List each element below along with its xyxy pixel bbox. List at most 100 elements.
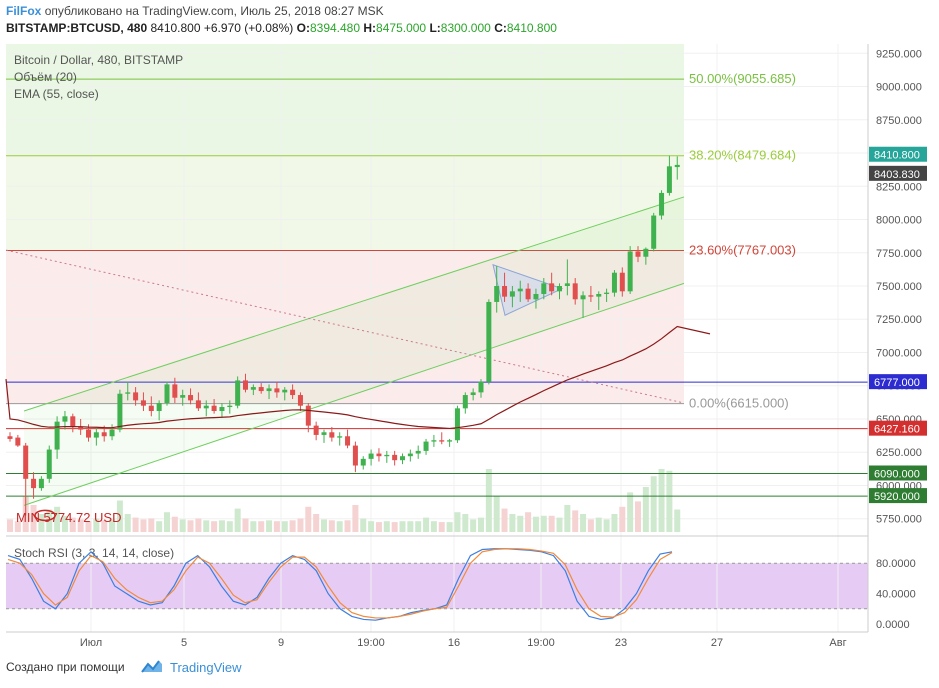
ohlc-line: BITSTAMP:BTCUSD, 480 8410.800 +6.970 (+0…: [6, 21, 557, 35]
volume-bar: [423, 517, 430, 532]
candle-body: [541, 283, 547, 294]
close-value: 8410.800: [506, 21, 557, 35]
candle-body: [392, 454, 398, 461]
volume-bar: [642, 487, 649, 532]
volume-bar: [156, 521, 163, 532]
volume-bar: [532, 516, 539, 532]
chart-header: FilFox опубликовано на TradingView.com, …: [0, 0, 939, 44]
trend-line: [5, 249, 685, 404]
candle-body: [407, 453, 413, 457]
candle-body: [117, 393, 123, 430]
candle-body: [195, 400, 201, 409]
volume-bar: [587, 519, 594, 532]
candle-body: [38, 478, 44, 489]
candle-body: [659, 192, 665, 216]
candle-body: [188, 395, 194, 401]
volume-bar: [430, 521, 437, 532]
volume-bar: [368, 521, 375, 532]
candle-body: [172, 384, 178, 398]
volume-bar: [556, 517, 563, 532]
hline-tag-bg: [869, 488, 927, 504]
candle-body: [203, 405, 209, 409]
volume-bar: [399, 521, 406, 532]
price-change: +6.970 (+0.08%): [203, 21, 294, 35]
volume-bar: [666, 470, 673, 532]
volume-bar: [595, 517, 602, 532]
candle-body: [266, 388, 272, 392]
stoch-d-line: [7, 548, 673, 619]
volume-bar: [462, 514, 469, 532]
stoch-band: [6, 563, 868, 609]
volume-bar: [517, 515, 524, 532]
volume-bar: [195, 518, 202, 532]
candle-body: [635, 251, 641, 257]
candle-body: [580, 295, 586, 300]
candle-body: [140, 400, 146, 406]
candle-body: [329, 432, 335, 438]
volume-bar: [674, 509, 681, 532]
candle-body: [46, 449, 52, 479]
candle-body: [93, 432, 99, 438]
high-label: H:: [363, 21, 377, 35]
volume-bar: [179, 519, 186, 532]
volume-bar: [407, 521, 414, 532]
x-tick-label: 19:00: [527, 637, 555, 649]
candle-body: [674, 164, 680, 168]
candle-body: [360, 458, 366, 466]
hline-tag-label: 6090.000: [874, 468, 920, 480]
y-tick-label: 8750.000: [876, 115, 922, 127]
volume-bar: [7, 519, 13, 532]
low-value: 8300.000: [440, 21, 491, 35]
candle-body: [572, 283, 578, 300]
volume-bar: [93, 518, 100, 532]
volume-bar: [313, 514, 320, 532]
price-tag-label: 8410.800: [874, 150, 920, 162]
x-tick-label: Авг: [829, 637, 846, 649]
y-tick-label: 9000.000: [876, 82, 922, 94]
candle-body: [164, 384, 170, 404]
volume-bar: [305, 506, 312, 532]
fib-zone-50: [6, 44, 684, 156]
volume-bar: [226, 521, 233, 532]
tradingview-link[interactable]: TradingView: [170, 660, 242, 675]
candle-body: [219, 407, 225, 411]
stoch-tick-label: 0.0000: [876, 619, 910, 631]
close-label: C:: [494, 21, 507, 35]
candle-body: [290, 389, 296, 396]
volume-bar: [572, 510, 579, 532]
volume-legend: Объём (20): [14, 70, 77, 84]
candle-body: [533, 293, 539, 300]
open-value: 8394.480: [309, 21, 361, 35]
volume-bar: [109, 519, 116, 532]
candle-body: [517, 288, 523, 292]
y-tick-label: 6250.000: [876, 447, 922, 459]
candle-body: [557, 286, 562, 292]
y-tick-label: 7250.000: [876, 314, 922, 326]
volume-bar: [101, 520, 108, 532]
candle-body: [180, 395, 186, 398]
tradingview-logo-icon[interactable]: [140, 658, 164, 676]
candle-body: [596, 293, 602, 297]
candle-body: [651, 215, 657, 249]
fib-level-label: 50.00%(9055.685): [689, 71, 796, 86]
candle-body: [258, 387, 264, 392]
volume-bar: [336, 521, 343, 532]
volume-bar: [360, 518, 367, 532]
volume-bar: [525, 512, 532, 532]
candle-body: [611, 272, 617, 293]
volume-bar: [352, 505, 359, 532]
price-tag-label: 8403.830: [874, 169, 920, 181]
price-tag-bg: [869, 165, 927, 181]
y-tick-label: 9250.000: [876, 48, 922, 60]
candle-body: [627, 251, 633, 292]
candle-body: [564, 283, 570, 287]
candle-body: [525, 288, 531, 300]
volume-bar: [164, 512, 170, 532]
volume-bar: [391, 522, 398, 532]
candle-body: [470, 392, 476, 396]
candle-body: [643, 248, 649, 257]
author-name[interactable]: FilFox: [6, 4, 42, 18]
y-tick-label: 7750.000: [876, 248, 922, 260]
candle-body: [431, 440, 437, 442]
